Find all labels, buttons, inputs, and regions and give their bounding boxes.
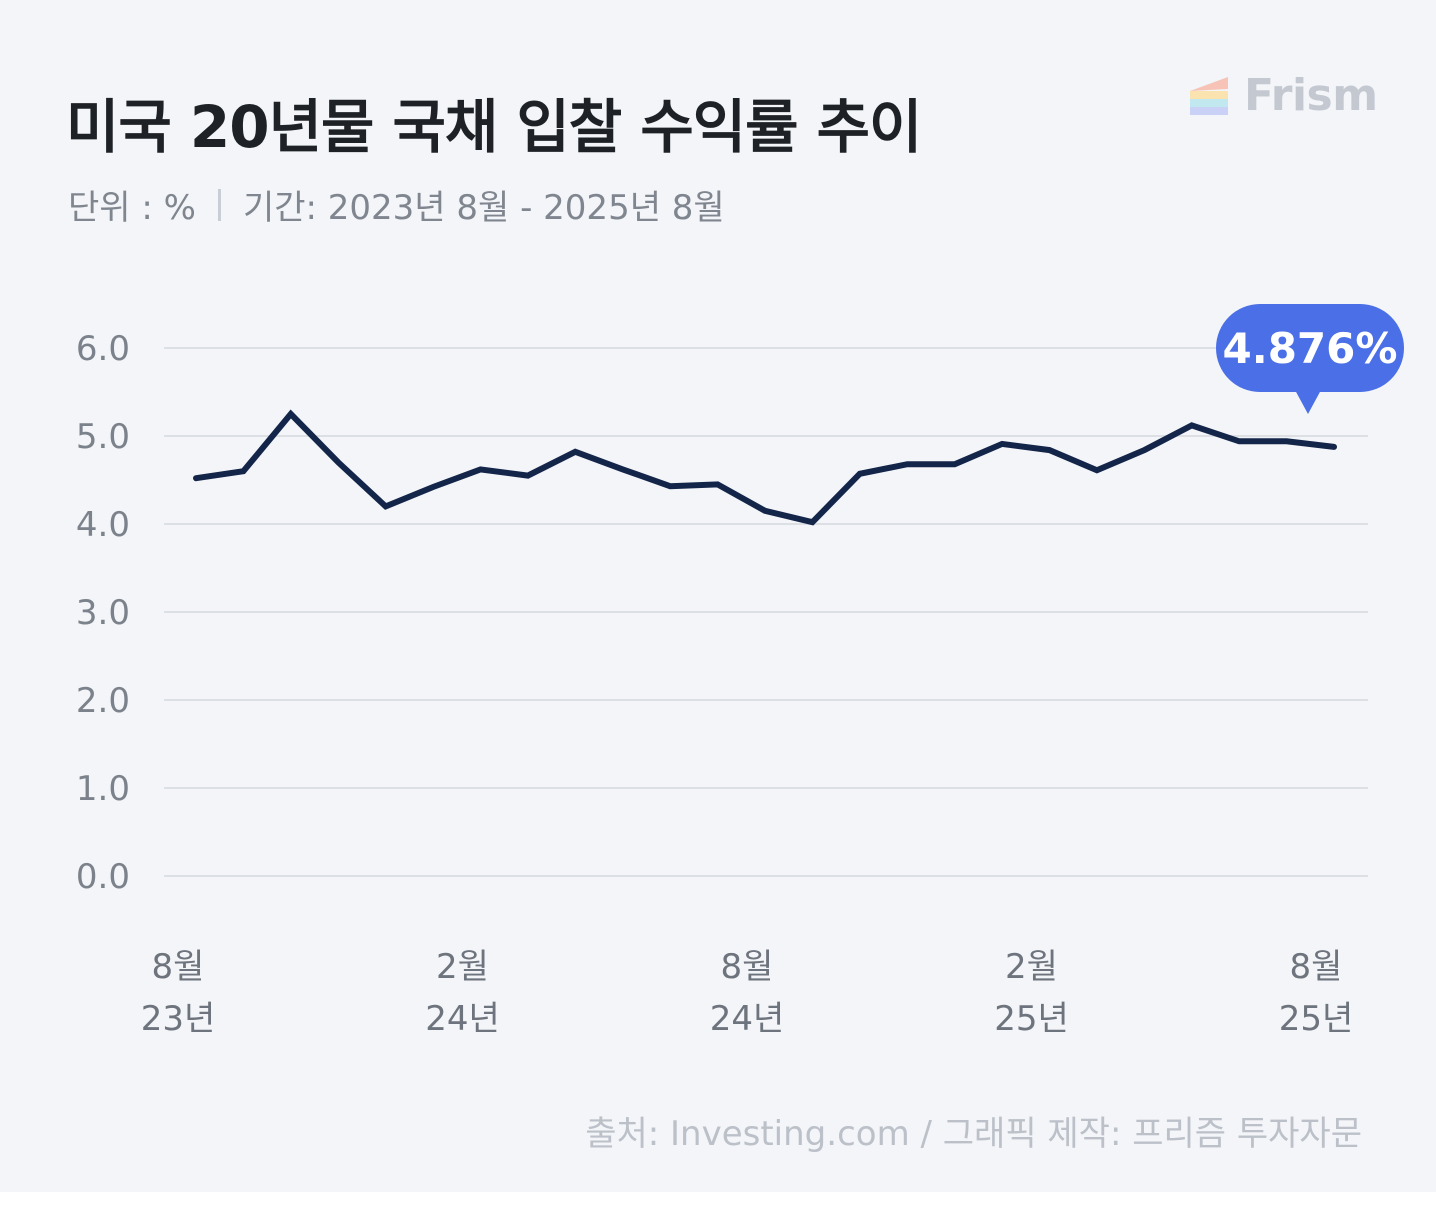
unit-label: 단위 : %: [68, 188, 196, 228]
x-tick-year: 24년: [710, 999, 785, 1039]
frism-logo: Frism: [1190, 70, 1378, 121]
y-tick-label: 4.0: [76, 505, 130, 545]
callout-layer: 4.876%: [1216, 304, 1404, 414]
value-callout: [1216, 304, 1404, 392]
period-label: 기간: 2023년 8월 - 2025년 8월: [242, 188, 725, 228]
y-tick-label: 0.0: [76, 857, 130, 897]
x-tick-year: 23년: [141, 999, 216, 1039]
line-chart: 6.0 5.0 4.0 3.0 2.0 1.0 0.0 8월 23년 2월 24년 8월 24년 2월 2…: [76, 304, 1404, 1039]
x-tick-month: 8월: [721, 947, 774, 987]
chart-subtitle: 단위 : % 기간: 2023년 8월 - 2025년 8월: [68, 180, 725, 229]
prism-logo-icon: [1190, 76, 1228, 115]
chart-card: 미국 20년물 국채 입찰 수익률 추이 단위 : % 기간: 2023년 8월…: [0, 0, 1436, 1192]
callout-label: 4.876%: [1223, 324, 1398, 373]
callout-pointer: [1295, 390, 1321, 414]
y-tick-label: 3.0: [76, 593, 130, 633]
y-tick-label: 1.0: [76, 769, 130, 809]
y-tick-label: 2.0: [76, 681, 130, 721]
x-tick-month: 8월: [152, 947, 205, 987]
x-tick-year: 25년: [1279, 999, 1354, 1039]
y-tick-label: 6.0: [76, 329, 130, 369]
y-tick-label: 5.0: [76, 417, 130, 457]
series-line: [193, 409, 1337, 526]
x-axis-ticks: 8월 23년 2월 24년 8월 24년 2월 25년 8월 25년: [141, 947, 1354, 1039]
chart-title: 미국 20년물 국채 입찰 수익률 추이: [66, 93, 922, 161]
x-tick-month: 8월: [1290, 947, 1343, 987]
source-note: 출처: Investing.com / 그래픽 제작: 프리즘 투자자문: [585, 1114, 1362, 1154]
series-layer: [193, 409, 1337, 526]
x-tick-month: 2월: [436, 947, 489, 987]
logo-text: Frism: [1244, 70, 1378, 121]
y-axis-ticks: 6.0 5.0 4.0 3.0 2.0 1.0 0.0: [76, 329, 130, 897]
x-tick-year: 24년: [425, 999, 500, 1039]
subtitle-divider: [217, 188, 221, 221]
x-tick-year: 25년: [994, 999, 1069, 1039]
x-tick-month: 2월: [1005, 947, 1058, 987]
